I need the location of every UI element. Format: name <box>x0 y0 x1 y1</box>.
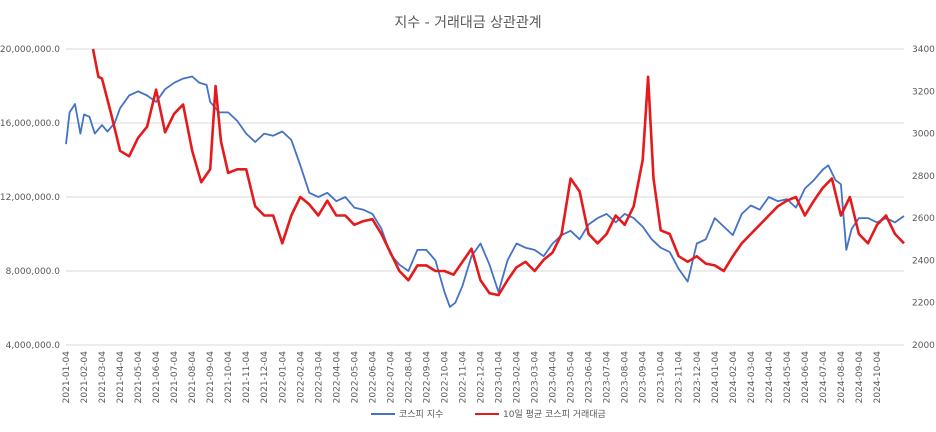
x-axis-tick-label: 2024-06-04 <box>801 351 811 404</box>
x-axis-tick-label: 2022-06-04 <box>368 351 378 404</box>
x-axis-tick-label: 2021-07-04 <box>170 351 180 404</box>
legend[interactable]: 코스피 지수 10일 평균 코스피 거래대금 <box>371 409 606 420</box>
x-axis-tick-label: 2021-01-04 <box>62 351 72 404</box>
x-axis-tick-label: 2022-02-04 <box>296 351 306 404</box>
x-axis-tick-label: 2023-05-04 <box>567 351 577 404</box>
x-axis-tick-label: 2021-12-04 <box>260 351 270 404</box>
x-axis-tick-label: 2021-02-04 <box>80 351 90 404</box>
x-axis-tick-label: 2021-10-04 <box>224 351 234 404</box>
x-axis-tick-label: 2021-06-04 <box>152 351 162 404</box>
legend-label-volume: 10일 평균 코스피 거래대금 <box>503 409 606 420</box>
x-axis-tick-label: 2021-11-04 <box>242 351 252 404</box>
right-axis-tick-label: 3400 <box>912 45 935 55</box>
x-axis-tick-label: 2022-08-04 <box>404 351 414 404</box>
x-axis-tick-label: 2021-03-04 <box>98 351 108 404</box>
left-axis-tick-label: 16,000,000.0 <box>0 119 60 129</box>
x-axis-tick-label: 2024-07-04 <box>819 351 829 404</box>
right-axis-tick-label: 2400 <box>912 256 935 266</box>
gridlines <box>66 48 904 346</box>
left-axis-tick-label: 20,000,000.0 <box>0 45 60 55</box>
chart-title: 지수 - 거래대금 상관관계 <box>394 15 541 31</box>
x-axis-tick-label: 2023-09-04 <box>639 351 649 404</box>
x-axis-tick-label: 2022-01-04 <box>278 351 288 404</box>
series-layer <box>65 48 905 308</box>
right-axis-tick-label: 2000 <box>912 341 935 351</box>
x-axis-tick-label: 2024-03-04 <box>747 351 757 404</box>
right-axis-tick-label: 2600 <box>912 214 935 224</box>
x-axis-tick-label: 2023-11-04 <box>675 351 685 404</box>
x-axis-tick-label: 2024-09-04 <box>855 351 865 404</box>
x-axis-tick-label: 2022-11-04 <box>458 351 468 404</box>
x-axis-tick-label: 2023-03-04 <box>531 351 541 404</box>
series-line-kospi-volume <box>91 48 905 297</box>
legend-label-kospi: 코스피 지수 <box>399 409 443 420</box>
left-axis-tick-label: 8,000,000.0 <box>6 267 61 277</box>
x-axis-tick-label: 2022-07-04 <box>386 351 396 404</box>
x-axis-tick-label: 2021-04-04 <box>116 351 126 404</box>
x-axis-tick-label: 2024-02-04 <box>729 351 739 404</box>
x-axis-tick-label: 2023-12-04 <box>693 351 703 404</box>
x-axis-tick-label: 2021-08-04 <box>188 351 198 404</box>
series-line-kospi-index <box>65 75 905 308</box>
right-axis: 2000 2200 2400 2600 2800 3000 3200 3400 <box>912 45 935 351</box>
x-axis-tick-label: 2023-01-04 <box>495 351 505 404</box>
x-axis-tick-label: 2023-07-04 <box>603 351 613 404</box>
x-axis: 2021-01-04 2021-02-04 2021-03-04 2021-04-04… <box>62 351 883 404</box>
x-axis-tick-label: 2021-09-04 <box>206 351 216 404</box>
x-axis-tick-label: 2023-10-04 <box>657 351 667 404</box>
x-axis-tick-label: 2024-10-04 <box>873 351 883 404</box>
right-axis-tick-label: 2800 <box>912 172 935 182</box>
right-axis-tick-label: 2200 <box>912 299 935 309</box>
x-axis-tick-label: 2022-05-04 <box>350 351 360 404</box>
x-axis-tick-label: 2024-01-04 <box>711 351 721 404</box>
x-axis-tick-label: 2024-04-04 <box>765 351 775 404</box>
x-axis-tick-label: 2023-04-04 <box>549 351 559 404</box>
right-axis-tick-label: 3200 <box>912 87 935 97</box>
x-axis-tick-label: 2021-05-04 <box>134 351 144 404</box>
x-axis-tick-label: 2024-05-04 <box>783 351 793 404</box>
left-axis: 4,000,000.0 8,000,000.0 12,000,000.0 16,000… <box>0 45 60 351</box>
x-axis-tick-label: 2023-08-04 <box>621 351 631 404</box>
right-axis-tick-label: 3000 <box>912 130 935 140</box>
x-axis-tick-label: 2023-06-04 <box>585 351 595 404</box>
left-axis-tick-label: 12,000,000.0 <box>0 193 60 203</box>
x-axis-tick-label: 2022-12-04 <box>476 351 486 404</box>
x-axis-tick-label: 2022-04-04 <box>332 351 342 404</box>
x-axis-tick-label: 2022-03-04 <box>314 351 324 404</box>
left-axis-tick-label: 4,000,000.0 <box>6 341 61 351</box>
x-axis-tick-label: 2022-09-04 <box>422 351 432 404</box>
x-axis-tick-label: 2024-08-04 <box>837 351 847 404</box>
x-axis-tick-label: 2022-10-04 <box>440 351 450 404</box>
x-axis-tick-label: 2023-02-04 <box>513 351 523 404</box>
